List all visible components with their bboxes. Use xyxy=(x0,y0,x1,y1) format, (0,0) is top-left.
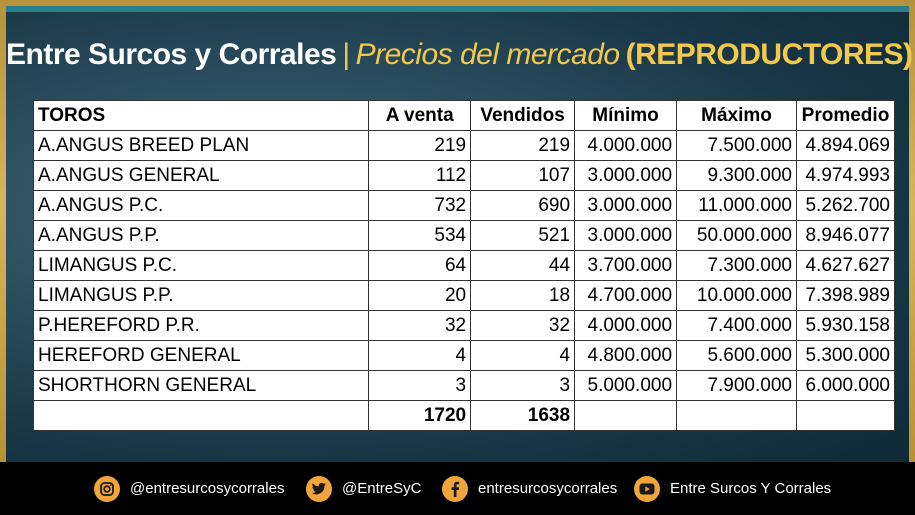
table-cell xyxy=(676,400,797,431)
table-cell: A.ANGUS P.C. xyxy=(32,190,370,221)
table-cell: 64 xyxy=(368,250,472,281)
prices-table: TOROS A venta Vendidos Mínimo Máximo Pro… xyxy=(32,100,896,431)
table-row: LIMANGUS P.P. 20 18 4.700.000 10.000.000… xyxy=(32,280,896,311)
column-header: A venta xyxy=(368,100,472,131)
facebook-handle: entresurcosycorrales xyxy=(478,480,618,497)
table-cell: 20 xyxy=(368,280,472,311)
table-cell: P.HEREFORD P.R. xyxy=(32,310,370,341)
table-cell: SHORTHORN GENERAL xyxy=(32,370,370,401)
table-row: A.ANGUS GENERAL 112 107 3.000.000 9.300.… xyxy=(32,160,896,191)
table-cell: LIMANGUS P.C. xyxy=(32,250,370,281)
table-cell: 4 xyxy=(470,340,576,371)
twitter-link[interactable]: @EntreSyC xyxy=(306,462,421,515)
title-main: Entre Surcos y Corrales xyxy=(6,38,337,71)
table-cell: 107 xyxy=(470,160,576,191)
title-subtitle: Precios del mercado xyxy=(355,38,620,71)
facebook-link[interactable]: entresurcosycorrales xyxy=(442,462,617,515)
table-cell: 521 xyxy=(470,220,576,251)
instagram-handle: @entresurcosycorrales xyxy=(130,480,285,497)
table-cell: 4.000.000 xyxy=(574,130,678,161)
table-cell: 7.400.000 xyxy=(676,310,797,341)
youtube-link[interactable]: Entre Surcos Y Corrales xyxy=(634,462,831,515)
facebook-icon xyxy=(442,475,468,502)
totals-row: 1720 1638 xyxy=(32,400,896,431)
table-cell: 8.946.077 xyxy=(795,220,896,251)
table-cell: A.ANGUS BREED PLAN xyxy=(32,130,370,161)
table-cell: A.ANGUS GENERAL xyxy=(32,160,370,191)
table-cell: 32 xyxy=(368,310,472,341)
table-row: P.HEREFORD P.R. 32 32 4.000.000 7.400.00… xyxy=(32,310,896,341)
table-cell: 7.300.000 xyxy=(676,250,797,281)
table-cell: 18 xyxy=(470,280,576,311)
table-cell: 4.974.993 xyxy=(795,160,896,191)
table-cell: HEREFORD GENERAL xyxy=(32,340,370,371)
total-vendidos: 1638 xyxy=(470,400,576,431)
column-header: Vendidos xyxy=(470,100,576,131)
table-row: A.ANGUS P.C. 732 690 3.000.000 11.000.00… xyxy=(32,190,896,221)
table-cell: LIMANGUS P.P. xyxy=(32,280,370,311)
table-cell: 44 xyxy=(470,250,576,281)
table-cell: 5.000.000 xyxy=(574,370,678,401)
column-header: Máximo xyxy=(676,100,797,131)
table-cell: 11.000.000 xyxy=(676,190,797,221)
table-cell: 7.900.000 xyxy=(676,370,797,401)
table-cell: 3 xyxy=(368,370,472,401)
instagram-link[interactable]: @entresurcosycorrales xyxy=(94,462,284,515)
total-a-venta: 1720 xyxy=(368,400,472,431)
table-cell xyxy=(574,400,678,431)
table-cell: 219 xyxy=(470,130,576,161)
table-header-row: TOROS A venta Vendidos Mínimo Máximo Pro… xyxy=(32,100,896,131)
table-cell: 50.000.000 xyxy=(676,220,797,251)
column-header: Promedio xyxy=(795,100,896,131)
table-cell: 4.800.000 xyxy=(574,340,678,371)
table-cell: 5.300.000 xyxy=(795,340,896,371)
table-cell: 4.700.000 xyxy=(574,280,678,311)
column-header: TOROS xyxy=(32,100,370,131)
table-cell: 732 xyxy=(368,190,472,221)
social-footer: @entresurcosycorrales @EntreSyC entresur… xyxy=(0,462,915,515)
page-title: Entre Surcos y Corrales | Precios del merc… xyxy=(6,38,913,72)
table-cell: 112 xyxy=(368,160,472,191)
twitter-icon xyxy=(306,475,332,502)
youtube-channel: Entre Surcos Y Corrales xyxy=(670,480,832,497)
title-separator: | xyxy=(342,38,350,71)
table-cell xyxy=(32,400,370,431)
twitter-handle: @EntreSyC xyxy=(342,480,422,497)
table-row: LIMANGUS P.C. 64 44 3.700.000 7.300.000 … xyxy=(32,250,896,281)
table-cell: 690 xyxy=(470,190,576,221)
table-cell: 5.600.000 xyxy=(676,340,797,371)
table-cell: 7.500.000 xyxy=(676,130,797,161)
table-cell: 5.262.700 xyxy=(795,190,896,221)
column-header: Mínimo xyxy=(574,100,678,131)
table-cell: 3.700.000 xyxy=(574,250,678,281)
table-cell: 6.000.000 xyxy=(795,370,896,401)
table-cell: 3 xyxy=(470,370,576,401)
table-cell: 3.000.000 xyxy=(574,160,678,191)
table-cell: 10.000.000 xyxy=(676,280,797,311)
table-cell xyxy=(795,400,896,431)
table-row: A.ANGUS BREED PLAN 219 219 4.000.000 7.5… xyxy=(32,130,896,161)
table-cell: 32 xyxy=(470,310,576,341)
table-row: A.ANGUS P.P. 534 521 3.000.000 50.000.00… xyxy=(32,220,896,251)
table-cell: 9.300.000 xyxy=(676,160,797,191)
table-cell: 5.930.158 xyxy=(795,310,896,341)
table-cell: 4.627.627 xyxy=(795,250,896,281)
table-cell: 4 xyxy=(368,340,472,371)
instagram-icon xyxy=(94,475,120,502)
table-row: SHORTHORN GENERAL 3 3 5.000.000 7.900.00… xyxy=(32,370,896,401)
table-cell: A.ANGUS P.P. xyxy=(32,220,370,251)
table-cell: 4.000.000 xyxy=(574,310,678,341)
table-cell: 3.000.000 xyxy=(574,190,678,221)
table-cell: 219 xyxy=(368,130,472,161)
top-accent-bar xyxy=(6,6,909,12)
content-panel: Entre Surcos y Corrales | Precios del merc… xyxy=(6,6,913,462)
table-cell: 4.894.069 xyxy=(795,130,896,161)
youtube-icon xyxy=(634,475,660,502)
table-cell: 7.398.989 xyxy=(795,280,896,311)
table-cell: 3.000.000 xyxy=(574,220,678,251)
title-tag: (REPRODUCTORES) xyxy=(625,38,913,71)
table-row: HEREFORD GENERAL 4 4 4.800.000 5.600.000… xyxy=(32,340,896,371)
table-cell: 534 xyxy=(368,220,472,251)
